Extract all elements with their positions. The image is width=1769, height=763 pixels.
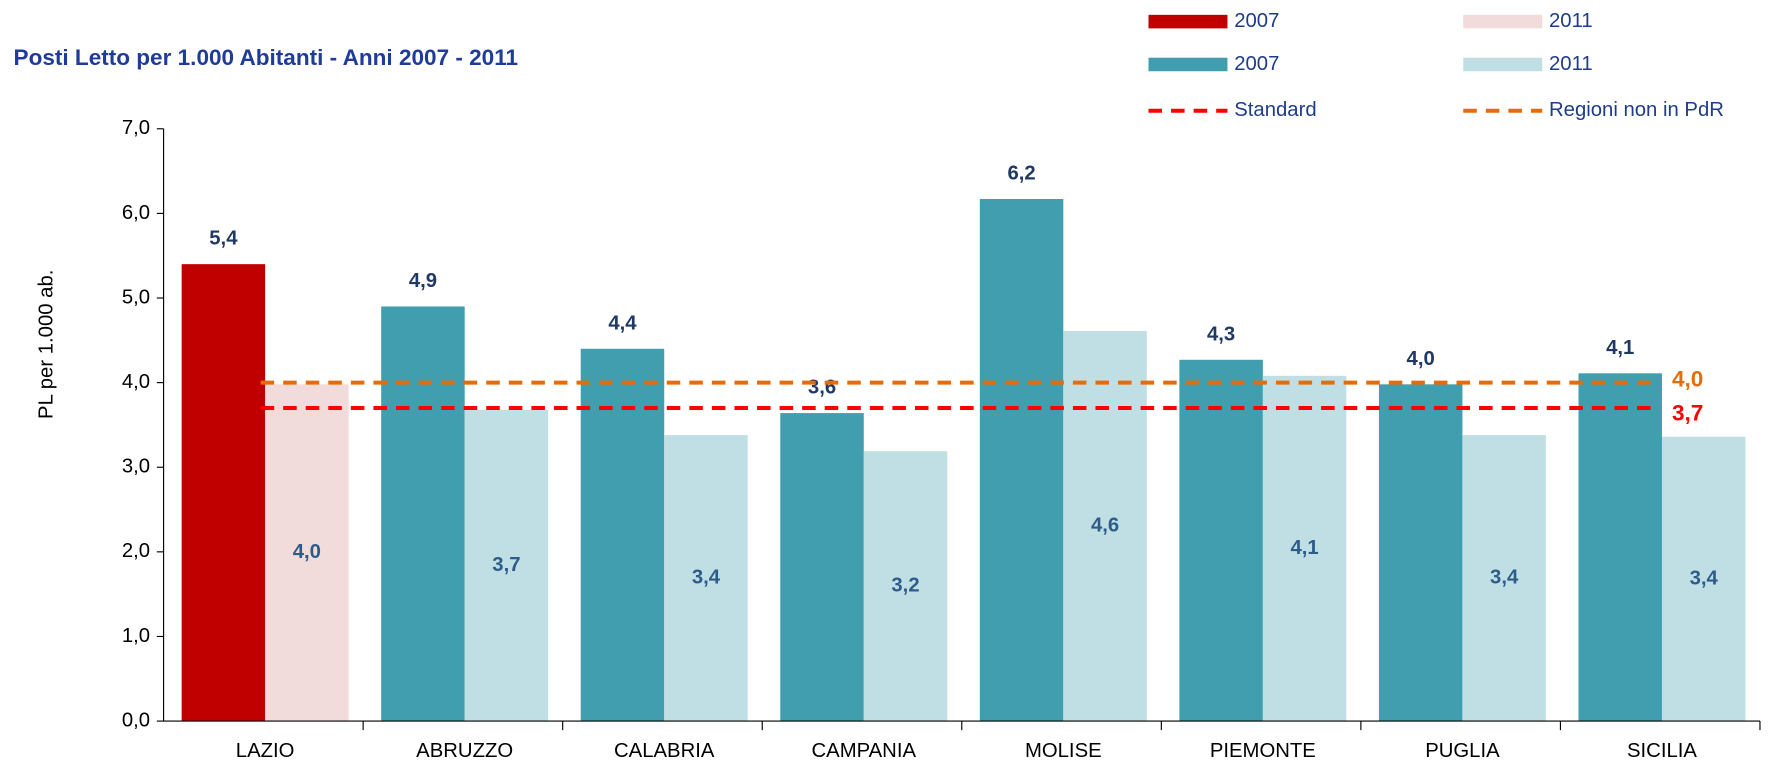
bar [181,264,266,722]
y-tick-label: 2,0 [122,540,150,562]
y-tick-label: 7,0 [122,117,150,139]
legend-label: 2011 [1549,53,1593,75]
bar [381,306,465,722]
x-tick-label: LAZIO [236,740,295,762]
bar [1578,373,1662,722]
x-tick-label: PIEMONTE [1210,740,1316,762]
x-tick-label: MOLISE [1025,740,1102,762]
value-label: 4,0 [293,541,321,563]
y-axis-label: PL per 1.000 ab. [36,270,58,419]
bar [780,413,864,722]
y-tick-label: 3,0 [122,456,150,478]
legend-label: 2007 [1234,53,1279,75]
legend-swatch [1463,14,1543,29]
value-label: 3,7 [492,554,520,576]
legend-swatch [1148,57,1228,72]
y-tick-label: 6,0 [122,202,150,224]
legend-label: Regioni non in PdR [1549,99,1724,121]
y-tick-label: 5,0 [122,286,150,308]
value-label: 3,2 [891,574,919,596]
reference-label: 3,7 [1672,401,1703,426]
reference-label: 4,0 [1672,366,1703,391]
value-label: 3,4 [1490,566,1519,588]
x-tick-label: PUGLIA [1425,740,1500,762]
value-label: 3,4 [692,566,721,588]
value-label: 4,4 [608,312,637,334]
value-label: 4,1 [1606,337,1634,359]
legend-label: 2011 [1549,10,1593,32]
bar [1063,331,1147,722]
y-tick-label: 4,0 [122,371,150,393]
value-label: 4,6 [1091,514,1119,536]
bar [265,384,349,722]
bar [1262,375,1347,722]
value-label: 3,4 [1690,567,1719,589]
value-label: 4,3 [1207,323,1235,345]
bar [979,199,1064,722]
chart-title: Posti Letto per 1.000 Abitanti - Anni 20… [14,45,519,70]
bar [1179,359,1263,722]
legend-label: Standard [1234,99,1316,121]
legend-swatch [1148,14,1228,29]
bar [1462,435,1546,722]
bar [1378,384,1463,722]
value-label: 5,4 [209,228,238,250]
y-tick-label: 0,0 [122,709,150,731]
x-tick-label: SICILIA [1627,740,1697,762]
legend-swatch [1463,57,1543,72]
value-label: 3,6 [808,377,836,399]
value-label: 4,0 [1407,348,1435,370]
x-tick-label: CALABRIA [614,740,715,762]
value-label: 4,9 [409,270,437,292]
bar [863,451,948,722]
legend-label: 2007 [1234,10,1279,32]
y-tick-label: 1,0 [122,625,150,647]
value-label: 6,2 [1007,163,1035,185]
bar [664,435,748,722]
bar [580,348,665,722]
bar [464,409,549,722]
x-tick-label: CAMPANIA [812,740,917,762]
bar [1661,436,1746,722]
value-label: 4,1 [1290,537,1318,559]
x-tick-label: ABRUZZO [416,740,513,762]
